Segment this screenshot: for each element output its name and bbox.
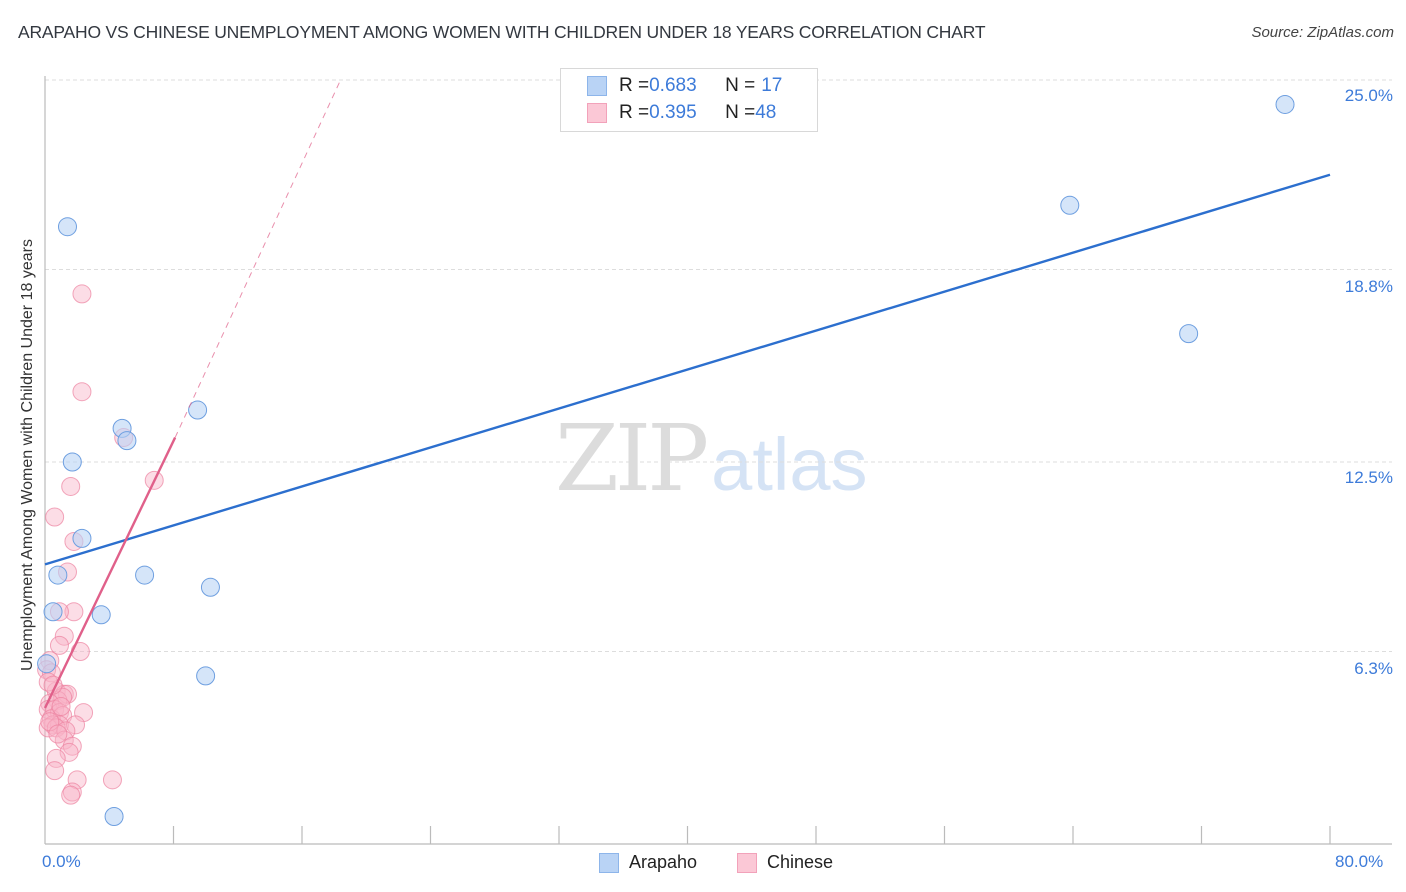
arapaho-point[interactable] [1275,94,1295,114]
arapaho-point[interactable] [43,602,63,622]
r-value: 0.683 [649,75,697,96]
watermark-atlas: atlas [711,423,868,506]
chinese-point[interactable] [61,476,81,496]
chinese-point[interactable] [72,284,92,304]
trendlines [43,79,1331,709]
legend-row-chinese: R = 0.395 N = 48 [587,100,776,126]
chinese-point[interactable] [61,785,81,805]
x-tick-max: 80.0% [1335,852,1384,871]
r-value: 0.395 [649,102,697,123]
arapaho-point[interactable] [57,217,77,237]
legend-item-arapaho[interactable]: Arapaho [599,852,697,873]
chinese-point[interactable] [45,761,65,781]
chinese-point[interactable] [45,507,65,527]
y-tick-25: 25.0% [1344,86,1393,105]
arapaho-point[interactable] [37,654,57,674]
legend-row-arapaho: R = 0.683 N = 17 [587,73,782,99]
r-label: R = [619,102,650,123]
legend-item-chinese[interactable]: Chinese [737,852,833,873]
y-tick-18-8: 18.8% [1344,277,1393,296]
arapaho-point[interactable] [1060,195,1080,215]
chinese-point[interactable] [48,724,68,744]
gridlines [45,79,1392,652]
chart-title: ARAPAHO VS CHINESE UNEMPLOYMENT AMONG WO… [18,22,986,42]
watermark-zip: ZIP [555,405,709,512]
arapaho-points [37,94,1295,826]
y-tick-12-5: 12.5% [1344,468,1393,487]
chinese-point[interactable] [49,635,69,655]
chinese-point[interactable] [72,382,92,402]
source-credit: Source: ZipAtlas.com [1251,24,1394,41]
axes [44,76,1392,845]
chinese-point[interactable] [62,736,82,756]
arapaho-point[interactable] [104,806,124,826]
arapaho-swatch-icon [599,852,619,873]
arapaho-point[interactable] [188,400,208,420]
legend-label: Arapaho [629,852,698,872]
chinese-point[interactable] [62,782,82,802]
chinese-swatch-icon [737,852,757,873]
arapaho-point[interactable] [196,666,216,686]
r-label: R = [619,75,650,96]
chinese-point[interactable] [51,696,71,716]
chinese-point[interactable] [102,770,122,790]
chinese-point[interactable] [66,715,86,735]
arapaho-point[interactable] [62,452,82,472]
correlation-legend: R = 0.683 N = 17 R = 0.395 N = 48 [560,68,818,132]
chinese-point[interactable] [59,742,79,762]
n-value: 48 [755,102,777,123]
arapaho-point[interactable] [135,565,155,585]
chinese-trendline-extension [174,79,342,438]
arapaho-trendline [44,173,1331,566]
arapaho-point[interactable] [91,605,111,625]
chinese-swatch-icon [587,103,607,123]
arapaho-point[interactable] [1179,324,1199,344]
arapaho-point[interactable] [48,565,68,585]
arapaho-point[interactable] [200,577,220,597]
chinese-point[interactable] [54,626,74,646]
x-tick-min: 0.0% [42,852,81,871]
legend-label: Chinese [767,852,834,872]
arapaho-point[interactable] [117,431,137,451]
n-value: 17 [761,75,783,96]
y-tick-6-3: 6.3% [1354,659,1393,678]
n-label: N = [725,102,756,123]
chinese-trendline [43,437,177,709]
arapaho-swatch-icon [587,76,607,96]
arapaho-point[interactable] [72,528,92,548]
chinese-point[interactable] [64,602,84,622]
n-label: N = [725,75,756,96]
chinese-point[interactable] [46,748,66,768]
watermark: ZIPatlas [555,405,867,512]
chinese-points [37,284,164,805]
